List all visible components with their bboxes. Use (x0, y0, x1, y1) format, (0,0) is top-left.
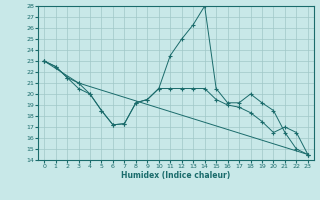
X-axis label: Humidex (Indice chaleur): Humidex (Indice chaleur) (121, 171, 231, 180)
